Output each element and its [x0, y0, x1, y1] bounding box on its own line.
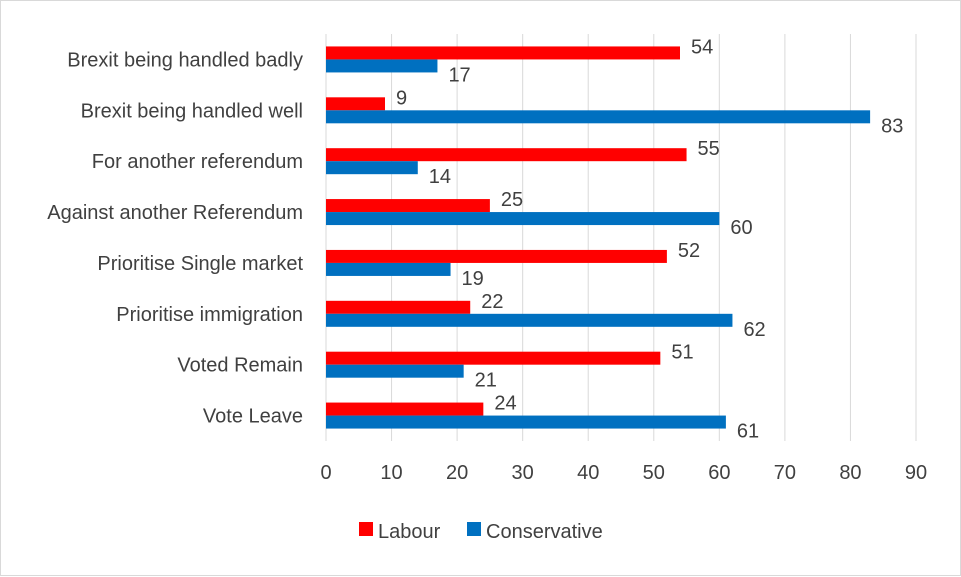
x-tick-label: 10 — [380, 462, 402, 484]
bar-conservative — [326, 262, 451, 276]
data-label-labour: 25 — [501, 189, 523, 211]
legend: Labour Conservative — [359, 521, 603, 543]
x-tick-label: 70 — [774, 462, 796, 484]
bar-conservative — [326, 364, 464, 378]
data-label-conservative: 62 — [743, 319, 765, 341]
legend-label-conservative: Conservative — [486, 521, 603, 543]
bar-labour — [326, 300, 471, 314]
data-label-conservative: 14 — [429, 166, 451, 188]
bar-labour — [326, 249, 667, 263]
category-label: Voted Remain — [177, 355, 303, 377]
category-label: Vote Leave — [203, 406, 303, 428]
bar-conservative — [326, 415, 726, 429]
data-label-conservative: 61 — [737, 421, 759, 443]
data-label-conservative: 83 — [881, 115, 903, 137]
bar-labour — [326, 148, 687, 162]
data-label-conservative: 19 — [462, 268, 484, 290]
category-label: Against another Referendum — [47, 202, 303, 224]
gridlines — [325, 34, 917, 441]
bar-conservative — [326, 161, 418, 175]
bars — [326, 46, 871, 429]
x-tick-label: 40 — [577, 462, 599, 484]
category-label: Brexit being handled badly — [67, 49, 303, 71]
bar-labour — [326, 46, 680, 60]
bar-conservative — [326, 59, 438, 73]
data-label-labour: 22 — [481, 291, 503, 313]
data-label-labour: 52 — [678, 240, 700, 262]
bar-labour — [326, 351, 661, 365]
bar-conservative — [326, 110, 871, 124]
x-tick-label: 90 — [905, 462, 927, 484]
x-tick-label: 80 — [839, 462, 861, 484]
data-label-conservative: 60 — [730, 217, 752, 239]
legend-swatch-conservative — [467, 522, 481, 536]
data-label-labour: 24 — [494, 393, 516, 415]
legend-label-labour: Labour — [378, 521, 441, 543]
category-labels: Brexit being handled badly Brexit being h… — [47, 49, 303, 427]
x-tick-label: 60 — [708, 462, 730, 484]
bar-conservative — [326, 313, 733, 327]
category-label: Prioritise immigration — [116, 304, 303, 326]
bar-labour — [326, 97, 385, 111]
x-tick-label: 0 — [320, 462, 331, 484]
legend-swatch-labour — [359, 522, 373, 536]
x-tick-label: 20 — [446, 462, 468, 484]
category-label: For another referendum — [92, 151, 303, 173]
data-label-labour: 54 — [691, 36, 713, 58]
data-label-conservative: 17 — [448, 64, 470, 86]
bar-labour — [326, 199, 490, 213]
x-axis-ticks: 0 10 20 30 40 50 60 70 80 90 — [320, 462, 927, 484]
category-label: Prioritise Single market — [97, 253, 303, 275]
data-label-labour: 51 — [671, 342, 693, 364]
x-tick-label: 50 — [643, 462, 665, 484]
x-tick-label: 30 — [512, 462, 534, 484]
data-label-conservative: 21 — [475, 370, 497, 392]
bar-conservative — [326, 212, 720, 226]
bar-labour — [326, 402, 484, 416]
category-label: Brexit being handled well — [81, 100, 303, 122]
data-label-labour: 9 — [396, 87, 407, 109]
data-label-labour: 55 — [698, 138, 720, 160]
